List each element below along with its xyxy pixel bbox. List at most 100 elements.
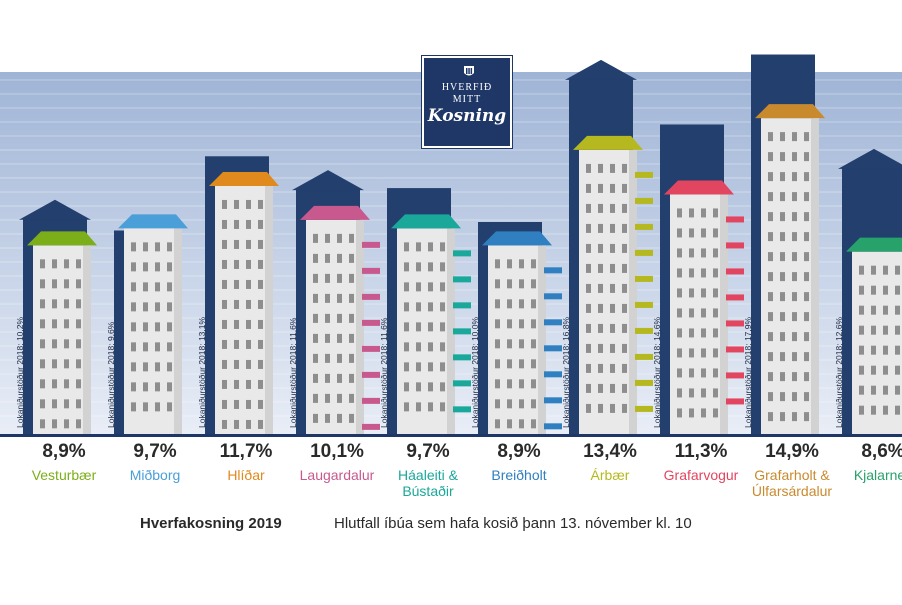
- bar-shade: [265, 185, 273, 434]
- window: [40, 299, 45, 309]
- window: [780, 132, 785, 142]
- value-label: 10,1%: [310, 441, 364, 462]
- window: [804, 232, 809, 242]
- window: [76, 299, 81, 309]
- window: [258, 359, 263, 369]
- window: [258, 299, 263, 309]
- window: [325, 413, 330, 423]
- window: [713, 208, 718, 218]
- window: [531, 399, 536, 409]
- value-label: 11,7%: [219, 441, 273, 462]
- window: [495, 279, 500, 289]
- window: [895, 325, 900, 335]
- category-label-line: Úlfarsárdalur: [751, 483, 833, 499]
- balcony: [453, 302, 471, 309]
- window: [586, 263, 591, 273]
- window: [76, 419, 81, 429]
- bar-shade: [538, 245, 546, 434]
- window: [337, 253, 342, 263]
- window: [859, 305, 864, 315]
- roof: [846, 237, 902, 252]
- window: [404, 302, 409, 312]
- window: [792, 352, 797, 362]
- window: [713, 348, 718, 358]
- window: [349, 393, 354, 403]
- value-label: 8,9%: [42, 441, 86, 462]
- current-year-bar: [852, 251, 902, 434]
- window: [404, 342, 409, 352]
- window: [895, 285, 900, 295]
- window: [222, 239, 227, 249]
- window: [622, 383, 627, 393]
- window: [428, 242, 433, 252]
- window: [622, 243, 627, 253]
- window: [222, 399, 227, 409]
- window: [428, 382, 433, 392]
- window: [804, 372, 809, 382]
- roof: [209, 171, 279, 186]
- window: [768, 132, 773, 142]
- window: [416, 282, 421, 292]
- prev-year-roof: [19, 199, 91, 220]
- district-group: [478, 222, 562, 434]
- window: [598, 183, 603, 193]
- window: [167, 362, 172, 372]
- window: [337, 233, 342, 243]
- window: [64, 399, 69, 409]
- balcony: [726, 294, 744, 301]
- balcony: [453, 380, 471, 387]
- window: [76, 279, 81, 289]
- window: [677, 308, 682, 318]
- prev-year-label: Lokaniðurstöður 2018: 10,0%: [470, 316, 480, 428]
- window: [258, 279, 263, 289]
- window: [222, 419, 227, 429]
- balcony: [362, 371, 380, 378]
- window: [404, 362, 409, 372]
- balcony: [544, 345, 562, 352]
- window: [131, 282, 136, 292]
- window: [871, 305, 876, 315]
- category-label-line: Grafarvogur: [663, 467, 739, 483]
- district-group: [114, 214, 188, 434]
- window: [222, 219, 227, 229]
- window: [325, 333, 330, 343]
- prev-year-label: Lokaniðurstöður 2018: 16,8%: [561, 316, 571, 428]
- window: [143, 262, 148, 272]
- balcony: [544, 267, 562, 274]
- window: [313, 253, 318, 263]
- balcony: [635, 301, 653, 308]
- roof: [573, 135, 643, 150]
- window: [131, 322, 136, 332]
- category-label-line: Breiðholt: [491, 467, 547, 483]
- window: [804, 412, 809, 422]
- window: [622, 163, 627, 173]
- window: [519, 379, 524, 389]
- window: [622, 183, 627, 193]
- window: [598, 243, 603, 253]
- window: [586, 343, 591, 353]
- window: [689, 208, 694, 218]
- category-label-line: Kjalarnes: [853, 467, 902, 483]
- window: [40, 259, 45, 269]
- window: [871, 365, 876, 375]
- window: [689, 368, 694, 378]
- window: [622, 203, 627, 213]
- window: [883, 285, 888, 295]
- logo-line-2: MITT: [452, 94, 482, 105]
- window: [325, 233, 330, 243]
- window: [246, 239, 251, 249]
- window: [792, 192, 797, 202]
- window: [507, 419, 512, 429]
- window: [64, 359, 69, 369]
- window: [792, 412, 797, 422]
- window: [804, 292, 809, 302]
- window: [519, 339, 524, 349]
- window: [52, 379, 57, 389]
- balcony: [635, 275, 653, 282]
- window: [598, 403, 603, 413]
- window: [258, 239, 263, 249]
- window: [768, 212, 773, 222]
- window: [519, 299, 524, 309]
- window: [780, 192, 785, 202]
- balcony: [726, 398, 744, 405]
